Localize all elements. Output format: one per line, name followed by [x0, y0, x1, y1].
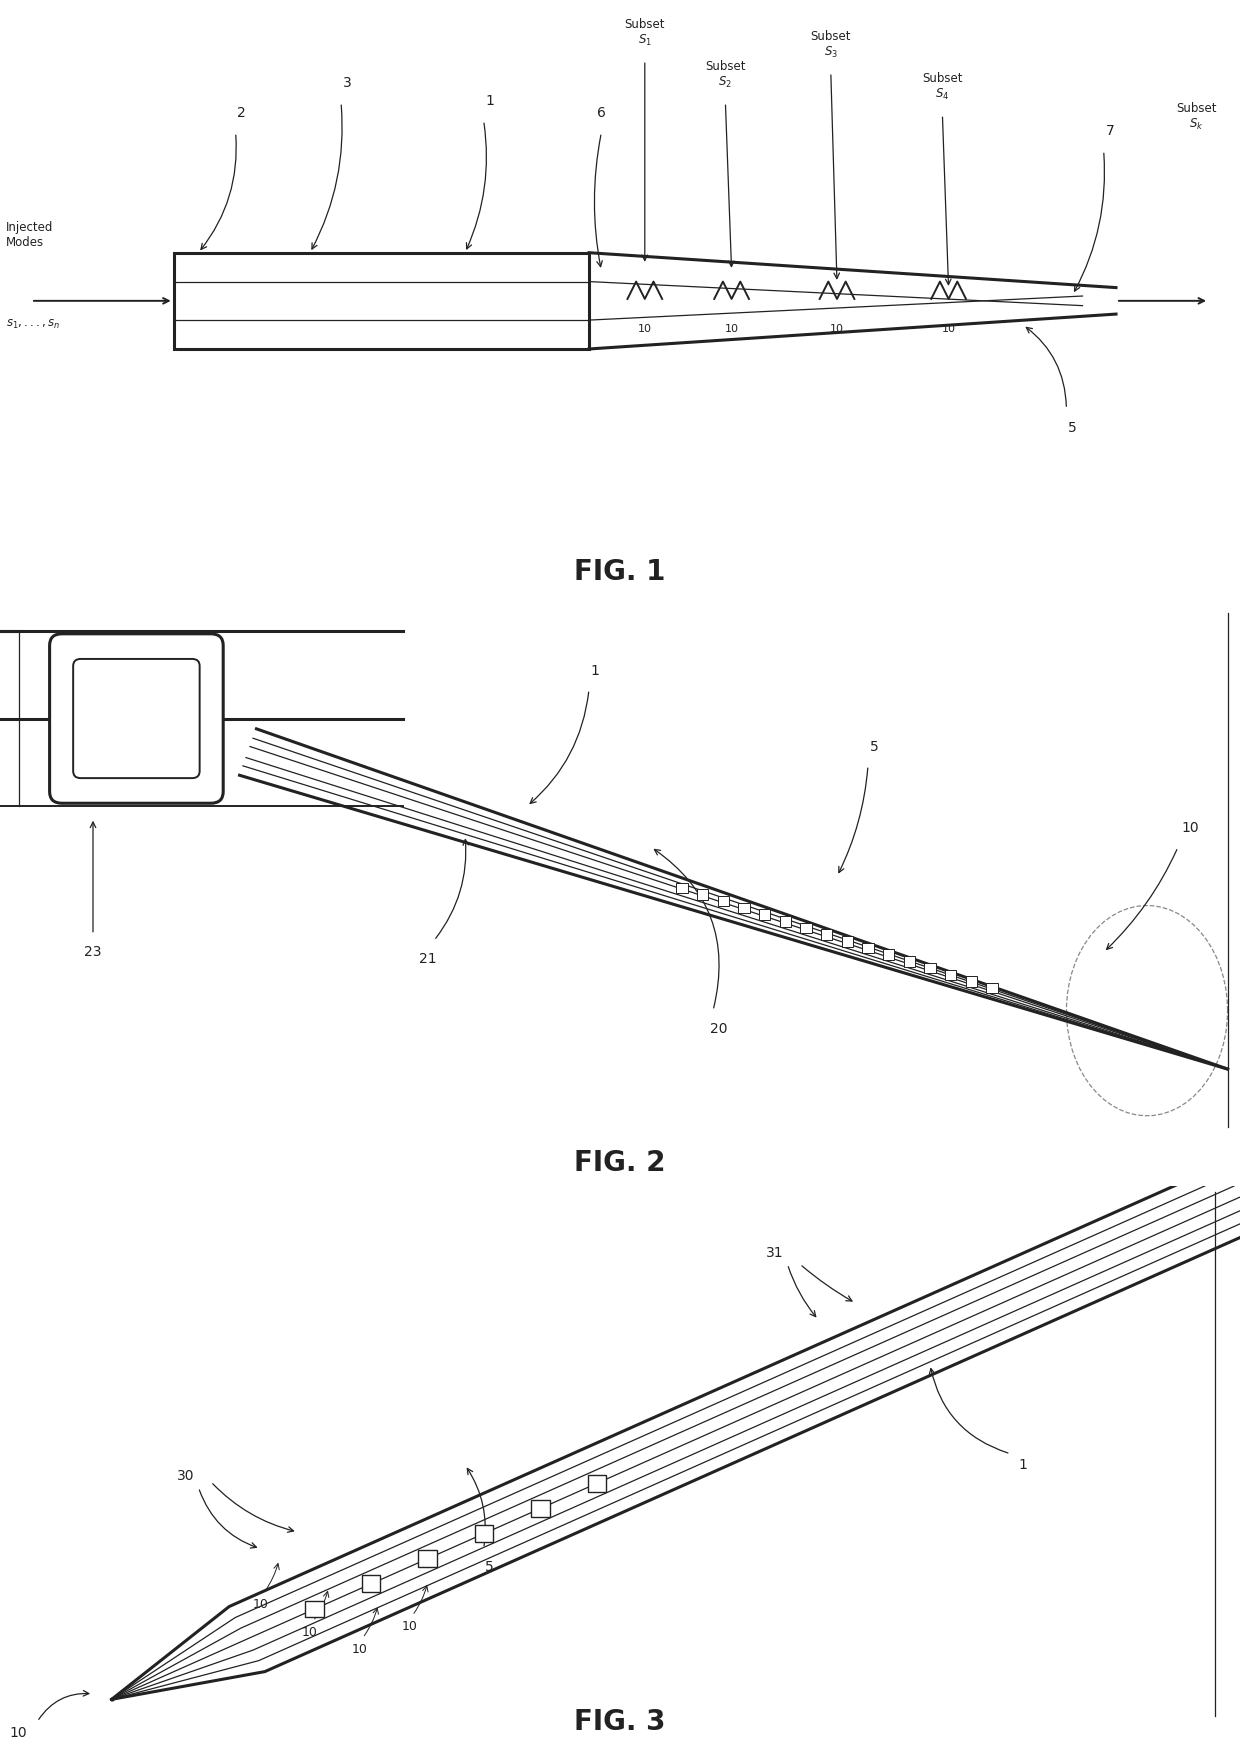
Text: 10: 10 [10, 1727, 27, 1741]
Text: FIG. 1: FIG. 1 [574, 558, 666, 586]
Text: Subset
$S_3$: Subset $S_3$ [811, 30, 851, 59]
Bar [738, 903, 749, 914]
Text: Subset
$S_1$: Subset $S_1$ [625, 17, 665, 49]
Text: 3: 3 [342, 77, 352, 91]
Bar [801, 923, 811, 933]
Bar [945, 970, 956, 980]
Bar [718, 896, 729, 907]
Bar [531, 1500, 549, 1517]
Bar [174, 253, 589, 349]
Text: 10: 10 [303, 1625, 317, 1639]
Text: Subset
$S_k$: Subset $S_k$ [1177, 103, 1216, 133]
Text: Subset
$S_2$: Subset $S_2$ [706, 59, 745, 91]
Text: 6: 6 [596, 106, 606, 120]
Bar [418, 1550, 436, 1568]
Text: 10: 10 [1182, 821, 1199, 835]
Text: FIG. 3: FIG. 3 [574, 1707, 666, 1735]
FancyBboxPatch shape [50, 633, 223, 804]
Text: 10: 10 [352, 1643, 367, 1655]
Bar [863, 944, 873, 954]
FancyBboxPatch shape [73, 659, 200, 778]
Bar [966, 977, 977, 987]
Text: 7: 7 [1105, 124, 1115, 138]
Text: 1: 1 [590, 664, 600, 678]
Text: 5: 5 [485, 1559, 495, 1573]
Bar [475, 1526, 494, 1542]
Text: 10: 10 [724, 324, 739, 333]
Text: Injected
Modes: Injected Modes [6, 221, 53, 249]
Bar [904, 956, 915, 966]
Text: 10: 10 [637, 324, 652, 333]
Bar [588, 1475, 606, 1491]
Bar [780, 916, 791, 926]
Bar [305, 1601, 324, 1617]
Bar [924, 963, 935, 973]
Bar [697, 889, 708, 900]
Text: 10: 10 [253, 1598, 268, 1611]
Text: Subset
$S_4$: Subset $S_4$ [923, 72, 962, 103]
Bar [883, 949, 894, 959]
Text: 10: 10 [830, 324, 844, 333]
Text: 1: 1 [1018, 1458, 1028, 1472]
Text: 10: 10 [941, 324, 956, 333]
Bar [987, 984, 997, 994]
Bar [821, 930, 832, 940]
Text: 30: 30 [177, 1468, 195, 1482]
Bar [362, 1575, 381, 1592]
Bar [842, 937, 853, 947]
Text: 5: 5 [869, 739, 879, 753]
Text: 2: 2 [237, 106, 247, 120]
Text: 10: 10 [402, 1620, 417, 1634]
Text: 1: 1 [485, 94, 495, 108]
Text: 21: 21 [419, 952, 436, 966]
Text: $s_1,...,s_n$: $s_1,...,s_n$ [6, 319, 61, 331]
Text: FIG. 2: FIG. 2 [574, 1149, 666, 1177]
Text: 20: 20 [711, 1022, 728, 1036]
Bar [759, 909, 770, 919]
Bar [677, 882, 687, 893]
Text: 23: 23 [84, 945, 102, 959]
Text: 31: 31 [766, 1245, 784, 1259]
Text: 5: 5 [1068, 422, 1078, 436]
